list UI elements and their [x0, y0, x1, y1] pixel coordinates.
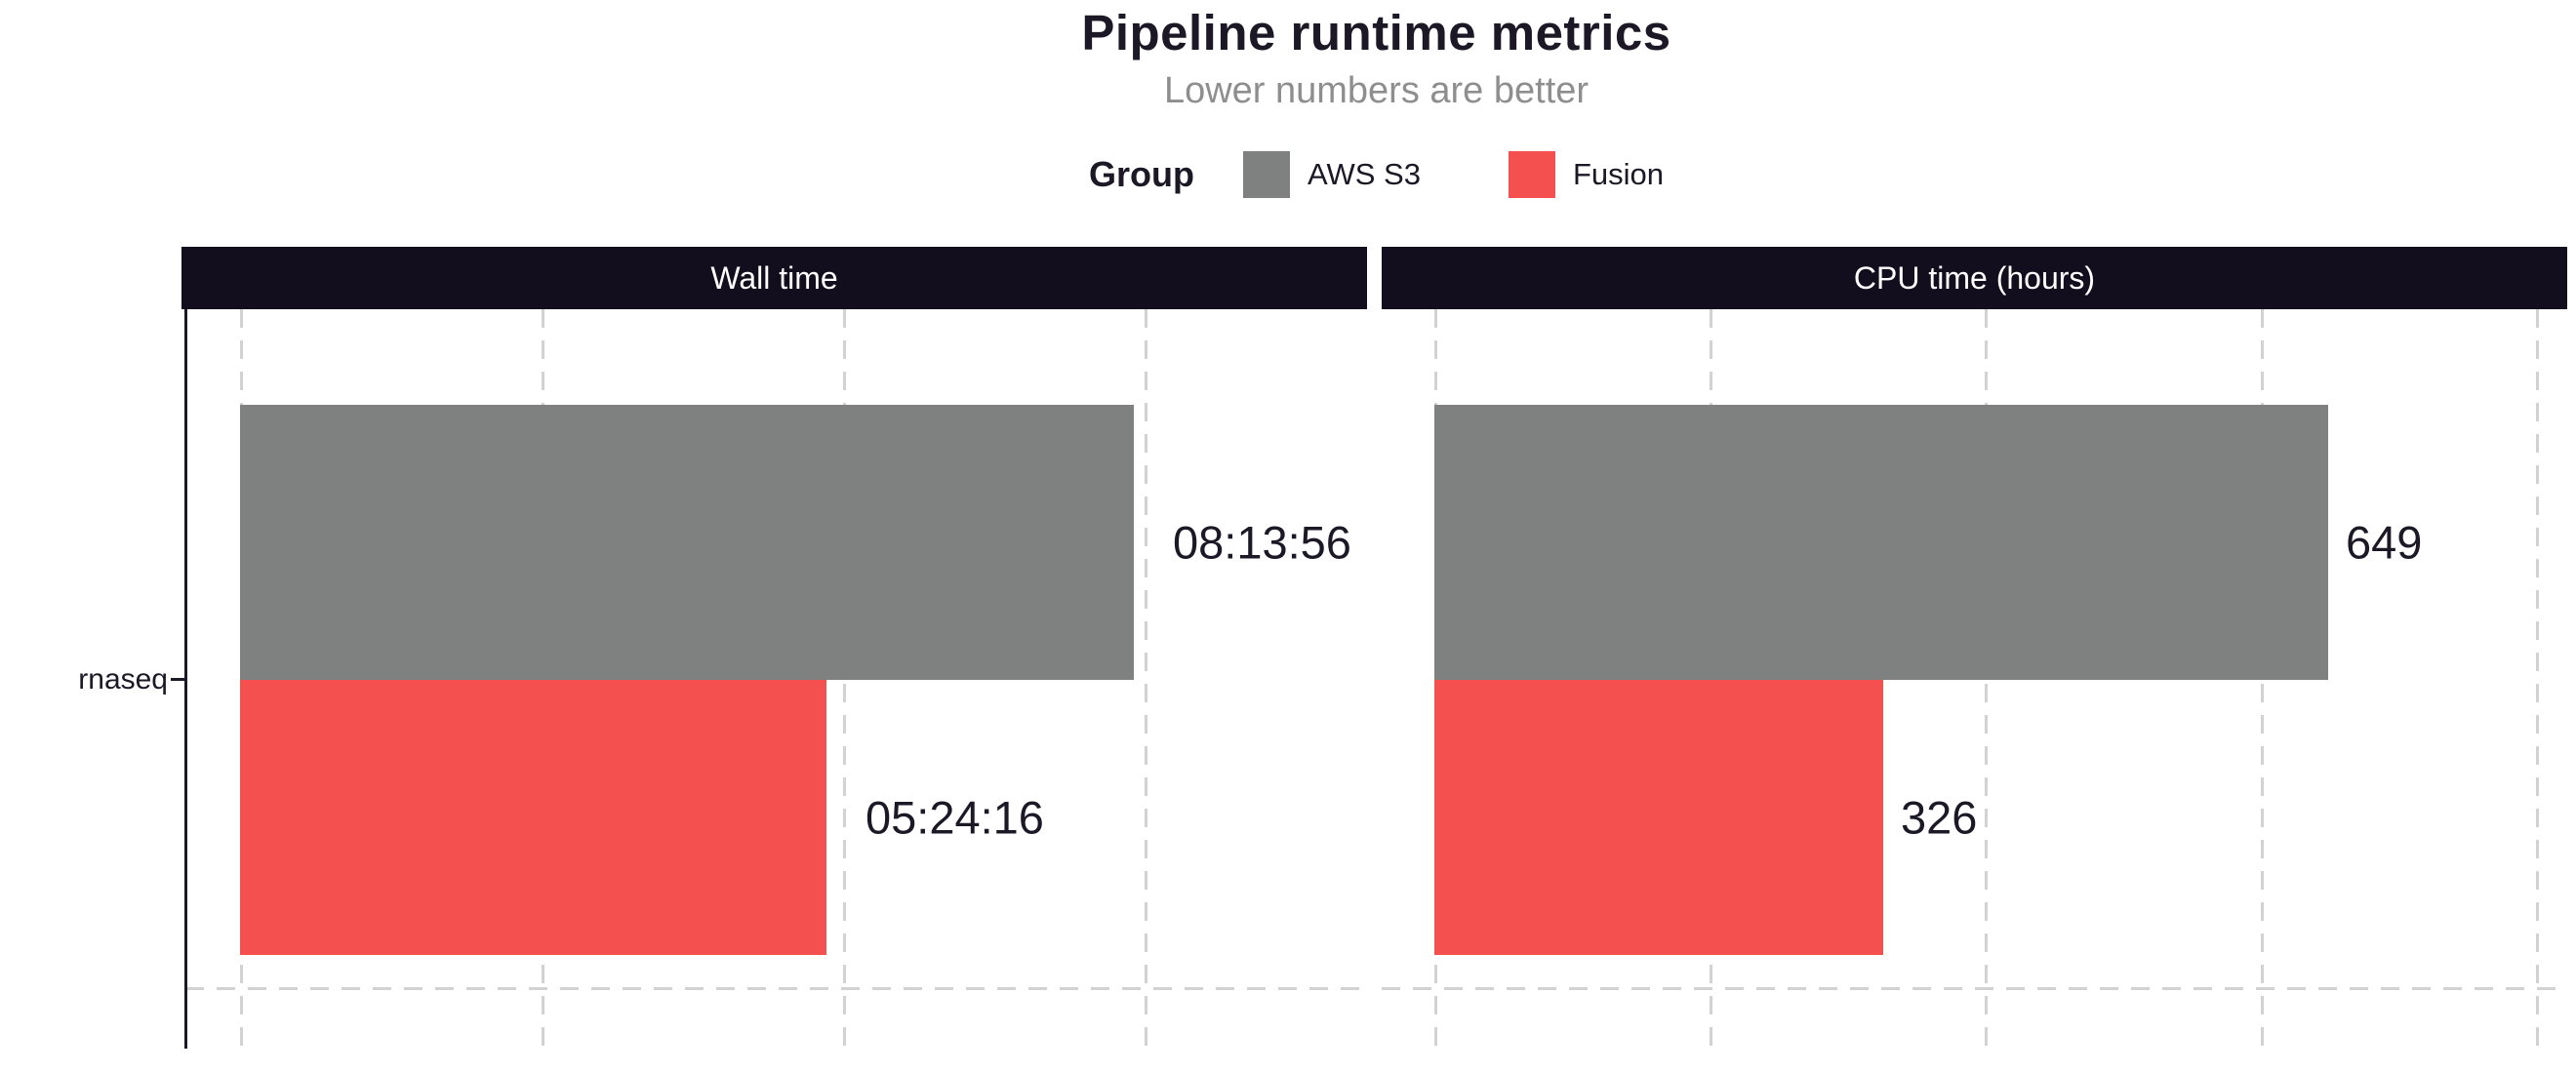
facet-strip-cpu-time-label: CPU time (hours)	[1853, 259, 2096, 296]
gridline-horizontal-category	[1382, 987, 2567, 990]
bar-fusion-rnaseq	[240, 680, 826, 955]
legend-label-fusion: Fusion	[1572, 157, 1665, 191]
gridline-vertical	[1145, 309, 1147, 1049]
bar-value-label: 05:24:16	[865, 791, 1044, 844]
chart-subtitle: Lower numbers are better	[1163, 70, 1590, 111]
bar-aws-s3-rnaseq	[1434, 405, 2328, 680]
bar-value-label: 08:13:56	[1173, 516, 1351, 569]
facet-strip-wall-time: Wall time	[181, 247, 1367, 309]
gridline-horizontal-category	[185, 987, 1367, 990]
panel-cpu-time: 649 326	[1382, 309, 2567, 1049]
legend-item-aws-s3: AWS S3	[1242, 151, 1421, 198]
legend-swatch-aws-s3-icon	[1242, 151, 1290, 198]
chart-title: Pipeline runtime metrics	[1081, 5, 1671, 60]
facet-strip-cpu-time: CPU time (hours)	[1382, 247, 2567, 309]
facet-strip-wall-time-label: Wall time	[710, 259, 838, 296]
legend-item-fusion: Fusion	[1508, 151, 1665, 198]
legend-title: Group	[1088, 154, 1194, 194]
legend-label-aws-s3: AWS S3	[1307, 157, 1421, 191]
bar-value-label: 326	[1901, 791, 1978, 844]
panel-wall-time: 08:13:56 05:24:16	[185, 309, 1367, 1049]
y-axis-line	[184, 309, 187, 1049]
bar-value-label: 649	[2346, 516, 2423, 569]
gridline-vertical	[2535, 309, 2539, 1049]
bar-fusion-rnaseq	[1434, 680, 1883, 955]
legend-swatch-fusion-icon	[1508, 151, 1555, 198]
legend: Group AWS S3 Fusion	[185, 148, 2567, 201]
y-axis-label-rnaseq: rnaseq	[78, 663, 168, 695]
bar-aws-s3-rnaseq	[240, 405, 1134, 680]
y-axis-tick	[171, 678, 185, 681]
